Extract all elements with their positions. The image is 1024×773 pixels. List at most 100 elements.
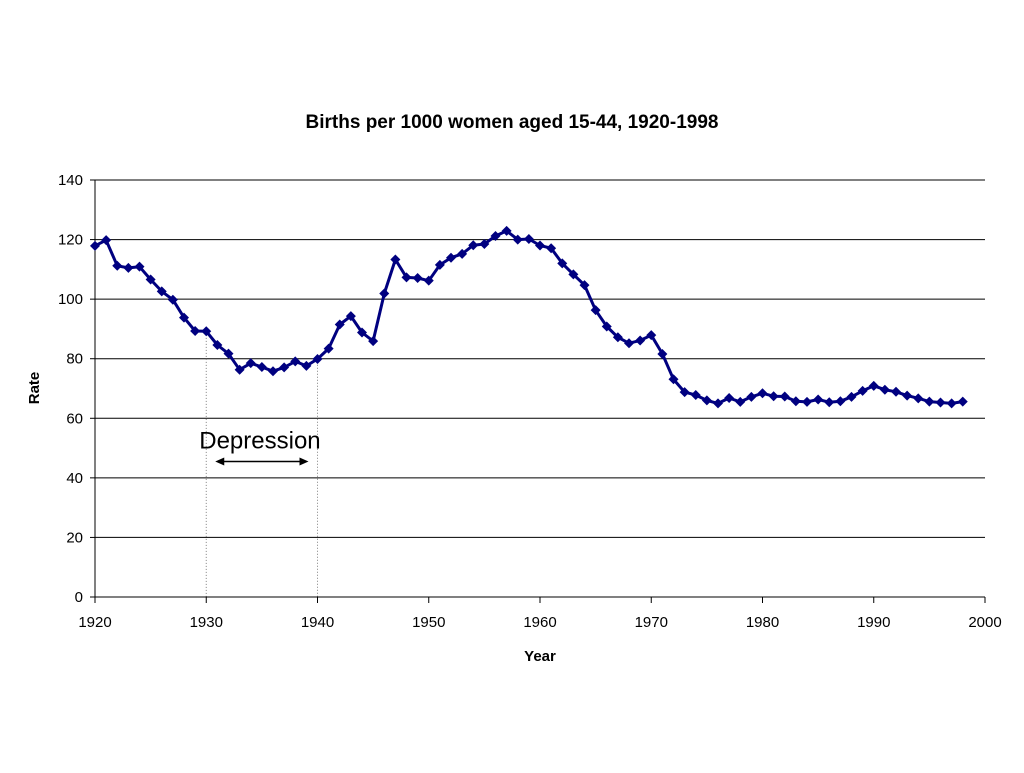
y-tick-labels: 0 20 40 60 80 100 120 140: [58, 172, 83, 606]
x-tick-label-1930: 1930: [190, 614, 223, 631]
depression-guides: [205, 328, 318, 597]
data-point-1976: [713, 398, 723, 409]
data-point-1962: [557, 258, 568, 269]
data-point-1949: [412, 272, 423, 283]
data-point-1985: [813, 394, 824, 405]
data-point-1935: [256, 362, 267, 373]
data-point-1922: [112, 260, 123, 271]
data-point-1975: [701, 395, 712, 406]
data-point-1978: [735, 396, 746, 407]
data-point-1940: [312, 354, 323, 365]
data-point-1938: [290, 356, 301, 367]
data-point-1924: [134, 261, 145, 272]
data-point-1996: [935, 397, 946, 408]
y-tick-label-40: 40: [66, 470, 83, 487]
data-point-1921: [101, 235, 112, 246]
x-tick-label-1970: 1970: [635, 614, 668, 631]
data-point-1965: [590, 305, 601, 316]
data-point-1951: [434, 259, 445, 270]
chart-title: Births per 1000 women aged 15-44, 1920-1…: [306, 112, 719, 133]
data-point-1947: [390, 254, 401, 265]
data-point-1957: [501, 225, 512, 236]
x-tick-label-1940: 1940: [301, 614, 334, 631]
data-point-1971: [657, 348, 668, 359]
series: [90, 225, 968, 409]
x-tick-label-1920: 1920: [78, 614, 111, 631]
data-point-1956: [490, 230, 501, 241]
data-point-1980: [757, 388, 768, 399]
data-point-1997: [946, 398, 957, 409]
data-point-1927: [167, 294, 178, 305]
data-point-1967: [612, 332, 623, 343]
data-point-1981: [768, 391, 779, 402]
data-point-1970: [646, 330, 657, 341]
annotation: Depression: [199, 427, 321, 466]
x-tick-label-1990: 1990: [857, 614, 890, 631]
data-point-1920: [90, 240, 100, 251]
y-tick-label-80: 80: [66, 351, 83, 368]
data-point-1989: [857, 385, 868, 396]
series-line-0: [94, 229, 964, 405]
data-point-1990: [868, 380, 879, 391]
data-point-1984: [802, 396, 812, 407]
x-tick-label-1950: 1950: [412, 614, 445, 631]
y-tick-label-100: 100: [58, 291, 83, 308]
y-tick-label-0: 0: [75, 589, 83, 606]
data-point-1969: [635, 335, 646, 346]
data-point-1964: [579, 280, 590, 291]
data-point-1950: [423, 275, 434, 286]
data-point-1945: [368, 336, 379, 347]
data-point-1998: [957, 396, 968, 407]
data-point-1932: [223, 348, 234, 359]
data-point-1961: [546, 243, 557, 254]
data-point-1979: [746, 391, 757, 402]
x-tick-label-1980: 1980: [746, 614, 779, 631]
annotation-arrowhead-left: [215, 457, 225, 466]
data-point-1991: [879, 384, 890, 395]
data-point-1986: [824, 397, 835, 408]
data-point-1936: [268, 366, 278, 377]
y-tick-label-60: 60: [66, 410, 83, 427]
data-point-1994: [913, 393, 924, 404]
data-point-1930: [201, 326, 212, 337]
data-point-1926: [156, 286, 167, 297]
y-tick-label-120: 120: [58, 232, 83, 249]
data-point-1988: [846, 391, 857, 402]
data-point-1966: [601, 321, 612, 332]
data-point-1954: [468, 240, 479, 251]
data-point-1983: [790, 396, 801, 407]
data-point-1973: [679, 387, 690, 398]
data-point-1959: [523, 233, 534, 244]
data-point-1928: [179, 312, 189, 323]
data-point-1933: [234, 364, 245, 375]
data-point-1977: [724, 393, 735, 404]
data-point-1958: [512, 234, 523, 245]
y-axis-label: Rate: [26, 372, 43, 405]
data-point-1934: [245, 358, 256, 369]
data-point-1974: [690, 390, 701, 401]
data-point-1941: [323, 343, 334, 354]
data-point-1987: [835, 396, 846, 407]
data-point-1963: [568, 269, 579, 280]
data-point-1929: [190, 326, 201, 337]
data-point-1946: [379, 288, 390, 299]
data-point-1960: [535, 240, 545, 251]
data-point-1972: [668, 374, 679, 385]
data-point-1955: [479, 239, 490, 250]
x-tick-label-1960: 1960: [523, 614, 556, 631]
data-point-1939: [301, 360, 312, 371]
data-point-1968: [624, 338, 634, 349]
data-point-1931: [212, 340, 223, 351]
y-tick-label-140: 140: [58, 172, 83, 189]
data-point-1995: [924, 396, 935, 407]
data-point-1992: [891, 386, 901, 397]
data-point-1982: [779, 391, 790, 402]
data-point-1937: [279, 362, 290, 373]
annotation-label: Depression: [199, 427, 320, 454]
data-point-1948: [401, 272, 412, 283]
x-tick-label-2000: 2000: [968, 614, 1001, 631]
y-tick-label-20: 20: [66, 529, 83, 546]
data-point-1925: [145, 274, 156, 285]
